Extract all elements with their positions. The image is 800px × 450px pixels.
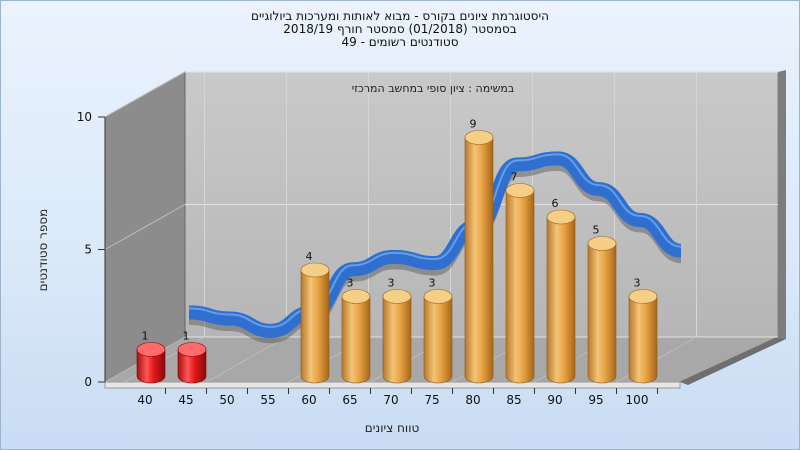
bar-body (177, 349, 207, 384)
bar-value-label: 6 (552, 197, 559, 210)
chart-title: היסטוגרמת ציונים בקורס - מבוא לאותות ומע… (0, 10, 800, 49)
y-tick-label: 0 (84, 375, 92, 389)
bar-value-label: 3 (347, 277, 354, 290)
x-axis-label: טווח ציונים (365, 421, 420, 435)
bar-value-label: 9 (470, 118, 477, 131)
x-tick-label: 65 (342, 393, 357, 407)
bar-cap (341, 289, 371, 304)
bar-body (300, 269, 330, 384)
bar-body (546, 216, 576, 384)
bar-90: 6 (546, 197, 576, 384)
bar-cap (136, 342, 166, 357)
bar-value-label: 5 (593, 224, 600, 237)
x-tick-label: 50 (219, 393, 234, 407)
bar-body (423, 296, 453, 384)
x-tick-label: 80 (465, 393, 480, 407)
x-tick-label: 95 (588, 393, 603, 407)
gridline-floor (206, 336, 287, 383)
bar-value-label: 1 (183, 330, 190, 343)
bar-value-label: 3 (634, 277, 641, 290)
back-wall-side-shadow (778, 70, 786, 339)
title-line-3: סטודנטים רשומים - 49 (341, 35, 459, 49)
bar-cap (587, 236, 617, 251)
x-tick-label: 85 (506, 393, 521, 407)
bar-65: 3 (341, 277, 371, 384)
x-tick-label: 75 (424, 393, 439, 407)
bar-body (587, 243, 617, 384)
curve-ribbon (188, 151, 683, 338)
title-line-2: בסמסטר (01/2018) סמסטר חורף 2018/19 (283, 22, 517, 36)
bar-cap (628, 289, 658, 304)
x-tick-label: 70 (383, 393, 398, 407)
bar-value-label: 7 (511, 171, 518, 184)
bar-80: 9 (464, 118, 494, 384)
bar-40: 1 (136, 330, 166, 384)
x-tick-label: 55 (260, 393, 275, 407)
bar-value-label: 4 (306, 250, 313, 263)
bar-85: 7 (505, 171, 535, 384)
bar-body (505, 190, 535, 384)
gridline-wall (104, 204, 186, 250)
gridline-wall (104, 71, 186, 118)
distribution-curve (188, 151, 683, 344)
chart-subtitle: במשימה : ציון סופי במחשב המרכזי (352, 82, 515, 95)
bar-value-label: 3 (388, 277, 395, 290)
bar-cap (464, 130, 494, 145)
bar-value-label: 1 (142, 330, 149, 343)
curve-highlight (188, 153, 682, 328)
bar-45: 1 (177, 330, 207, 384)
bar-cap (382, 289, 412, 304)
bar-body (382, 296, 412, 384)
bar-cap (300, 262, 330, 278)
x-tick-label: 40 (137, 393, 152, 407)
bar-body (341, 296, 371, 384)
bar-60: 4 (300, 250, 330, 384)
y-axis-label: מספר סטודנטים (36, 209, 50, 292)
y-tick-label: 10 (77, 110, 92, 124)
bar-95: 5 (587, 224, 617, 384)
title-line-1: היסטוגרמת ציונים בקורס - מבוא לאותות ומע… (251, 9, 549, 23)
x-tick-label: 45 (178, 393, 193, 407)
bar-cap (177, 342, 207, 357)
bar-body (628, 296, 658, 384)
y-tick-label: 5 (84, 243, 92, 257)
x-tick-label: 100 (626, 393, 649, 407)
floor-front-edge (104, 381, 681, 389)
bar-body (464, 137, 494, 384)
bar-cap (505, 183, 535, 198)
floor-right-edge (680, 337, 786, 385)
bar-100: 3 (628, 277, 658, 384)
bar-value-label: 3 (429, 277, 436, 290)
bar-75: 3 (423, 277, 453, 384)
bars: 1 1 4 3 3 3 9 7 6 5 3 (136, 118, 658, 384)
bar-cap (423, 289, 453, 304)
bar-cap (546, 209, 576, 225)
bar-70: 3 (382, 277, 412, 384)
bar-body (136, 349, 166, 384)
x-tick-label: 60 (301, 393, 316, 407)
x-tick-label: 90 (547, 393, 562, 407)
